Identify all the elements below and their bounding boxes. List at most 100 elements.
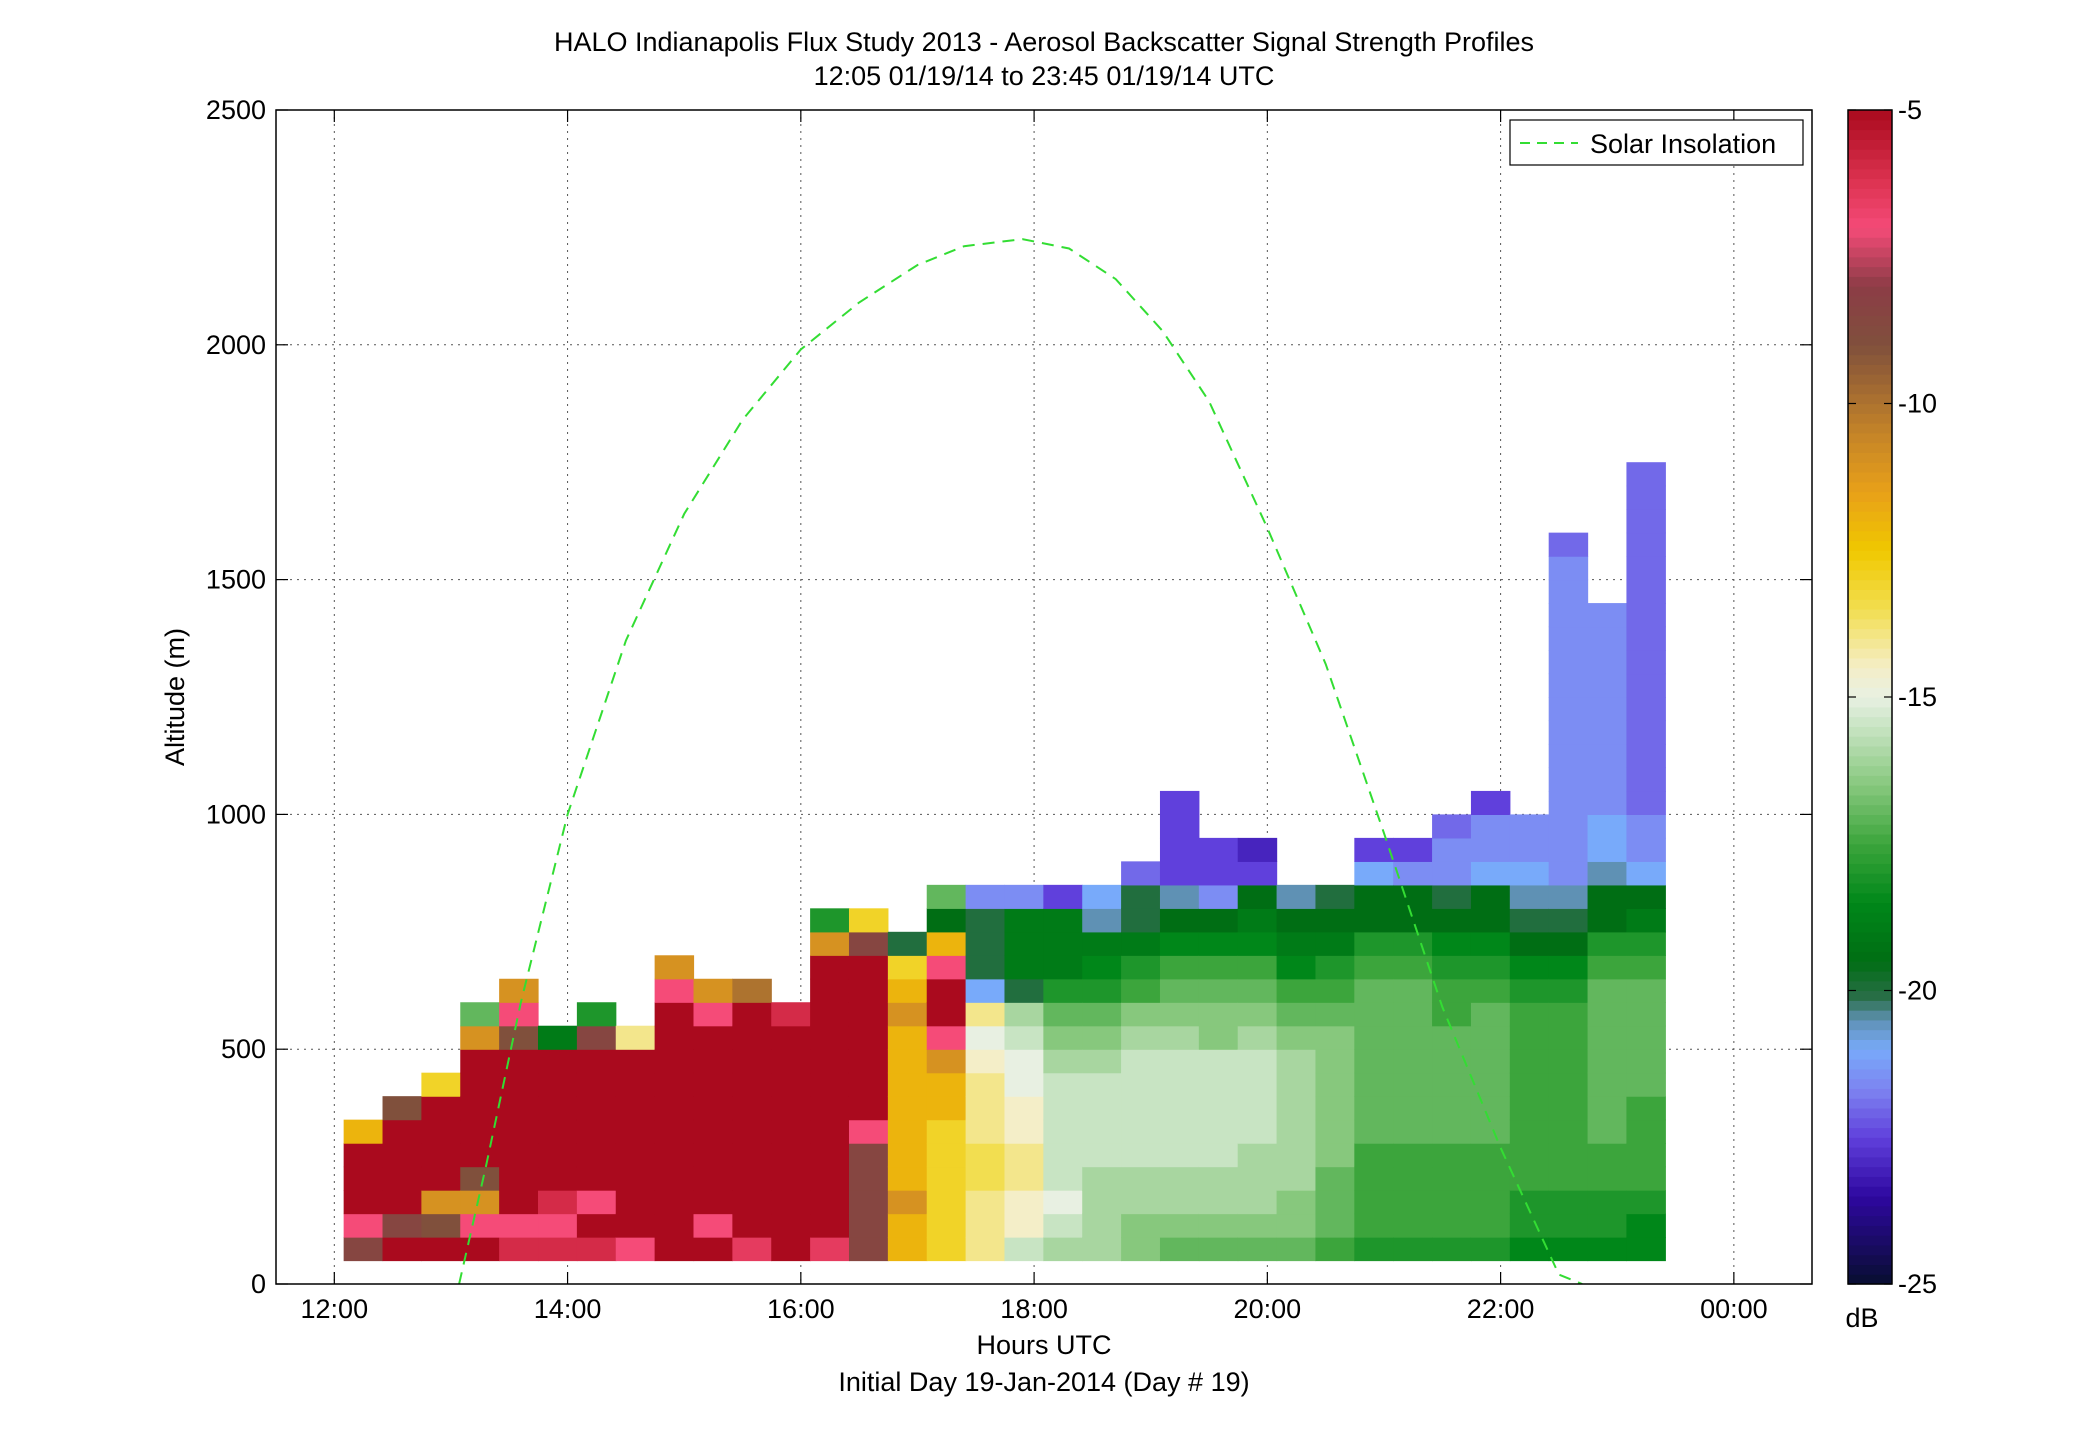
heatmap-cell [926, 1119, 967, 1144]
heatmap-cell [1354, 1072, 1394, 1097]
heatmap-cell [343, 1166, 384, 1191]
colorbar-tick-label: -15 [1898, 682, 1937, 712]
heatmap-cell [499, 1237, 539, 1262]
heatmap-cell [732, 1166, 772, 1191]
heatmap-cell [1159, 1002, 1200, 1027]
heatmap-cell [1004, 1213, 1044, 1238]
heatmap-cell [1548, 908, 1589, 933]
colorbar-band [1848, 315, 1892, 326]
heatmap-cell [1276, 1049, 1317, 1074]
colorbar-band [1848, 158, 1892, 170]
heatmap-cell [1626, 1143, 1666, 1168]
heatmap-cell [1121, 1143, 1161, 1168]
heatmap-cell [926, 1143, 967, 1168]
heatmap-cell [1509, 931, 1550, 956]
heatmap-cell [1587, 861, 1628, 886]
heatmap-cell [1587, 884, 1628, 909]
heatmap-cell [1043, 1025, 1083, 1050]
colorbar-band [1848, 325, 1892, 336]
heatmap-cell [1354, 978, 1394, 1003]
x-tick-label: 18:00 [1000, 1294, 1068, 1324]
heatmap-cell [1587, 931, 1628, 956]
heatmap-cell [1043, 1190, 1083, 1215]
colorbar-band [1848, 237, 1892, 248]
heatmap-cell [1082, 1143, 1122, 1168]
heatmap-cell [1626, 1237, 1666, 1262]
heatmap-cell [1354, 1119, 1394, 1144]
heatmap-cell [965, 978, 1006, 1003]
heatmap-cell [382, 1190, 422, 1215]
heatmap-cell [1082, 955, 1122, 980]
heatmap-cell [887, 1190, 928, 1215]
colorbar-band [1848, 119, 1892, 131]
heatmap-cell [1354, 955, 1394, 980]
heatmap-cell [1315, 1002, 1355, 1027]
heatmap-cell [460, 1237, 500, 1262]
heatmap-cell [1626, 556, 1666, 581]
heatmap-cell [1548, 1119, 1589, 1144]
colorbar-band [1848, 961, 1892, 972]
heatmap-cell [810, 1049, 850, 1074]
heatmap-cell [1276, 1025, 1317, 1050]
heatmap-cell [1004, 1190, 1044, 1215]
colorbar-band [1848, 1117, 1892, 1129]
y-tick-label: 500 [221, 1034, 266, 1064]
colorbar-band [1848, 667, 1892, 679]
heatmap-cell [1237, 908, 1278, 933]
heatmap-cell [576, 1119, 617, 1144]
heatmap-cell [1470, 1049, 1511, 1074]
heatmap-cell [1004, 908, 1044, 933]
heatmap-cell [926, 908, 967, 933]
heatmap-cell [1470, 1213, 1511, 1238]
heatmap-cell [1587, 720, 1628, 745]
heatmap-cell [810, 955, 850, 980]
heatmap-cell [1626, 814, 1666, 839]
heatmap-cell [926, 1002, 967, 1027]
heatmap-cell [654, 1237, 695, 1262]
colorbar-band [1848, 1098, 1892, 1109]
heatmap-cell [1354, 1190, 1394, 1215]
heatmap-cell [965, 1143, 1006, 1168]
heatmap-cell [1587, 1237, 1628, 1262]
heatmap-cell [1509, 1119, 1550, 1144]
heatmap-cell [1276, 1237, 1317, 1262]
heatmap-cell [538, 1143, 578, 1168]
heatmap-cell [887, 1072, 928, 1097]
colorbar-band [1848, 432, 1892, 444]
heatmap-cell [654, 978, 695, 1003]
heatmap-cell [1587, 790, 1628, 815]
colorbar-band [1848, 344, 1892, 356]
heatmap-cell [1121, 955, 1161, 980]
heatmap-cell [1509, 1213, 1550, 1238]
heatmap-cell [1276, 1002, 1317, 1027]
heatmap-cell [1626, 861, 1666, 886]
heatmap-cell [732, 1025, 772, 1050]
heatmap-cell [1509, 955, 1550, 980]
heatmap-cell [1198, 884, 1239, 909]
heatmap-cell [1509, 884, 1550, 909]
heatmap-cell [1548, 1143, 1589, 1168]
heatmap-cell [1548, 532, 1589, 557]
x-tick-labels: 12:00 14:00 16:00 18:00 20:00 22:00 00:00 [301, 1294, 1768, 1324]
heatmap-cell [1082, 1002, 1122, 1027]
colorbar-band [1848, 980, 1892, 992]
heatmap-cell [1276, 1190, 1317, 1215]
colorbar-band [1848, 599, 1892, 610]
heatmap-cell [1587, 1025, 1628, 1050]
heatmap-cell [1004, 1049, 1044, 1074]
heatmap-cell [1198, 931, 1239, 956]
colorbar-band [1848, 873, 1892, 884]
heatmap-cell [1432, 884, 1472, 909]
heatmap-cell [1354, 1143, 1394, 1168]
heatmap-cell [538, 1049, 578, 1074]
colorbar-band [1848, 608, 1892, 620]
heatmap-cell [1626, 1190, 1666, 1215]
colorbar-band [1848, 295, 1892, 307]
heatmap-cell [1393, 1002, 1433, 1027]
heatmap-cell [421, 1166, 461, 1191]
heatmap-cell [538, 1096, 578, 1121]
heatmap-cell [1432, 1096, 1472, 1121]
heatmap-cell [1237, 1002, 1278, 1027]
heatmap-cell [343, 1190, 384, 1215]
heatmap-cell [1004, 1072, 1044, 1097]
